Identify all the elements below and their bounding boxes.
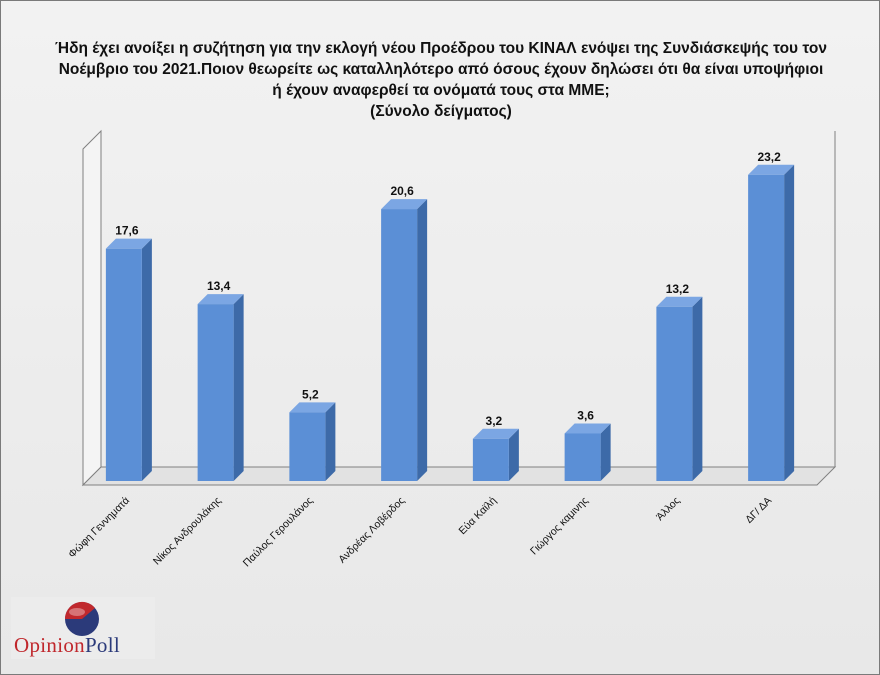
logo-word-poll: Poll [84,633,120,657]
x-tick-label: Εύα Καϊλή [456,495,499,538]
bar-top [656,296,703,307]
data-label: 20,6 [390,184,414,198]
bar [472,438,509,481]
logo-word-opinion: Opinion [14,633,85,657]
bar-top [381,199,428,210]
chart-title-line-2: Νοέμβριο του 2021.Ποιον θεωρείτε ως κατα… [58,61,824,78]
bar [564,433,601,481]
logo-wordmark: OpinionPoll [14,633,120,658]
bar-top [564,423,611,434]
data-label: 5,2 [302,387,319,401]
bar-side [508,428,519,481]
data-label: 13,4 [207,279,231,293]
x-tick-label: Γιώργος καμινης [528,495,591,558]
x-tick-label: Νίκος Ανδρουλάκης [151,495,224,568]
bar-side [784,164,795,481]
x-tick-label: Φώφη Γεννηματά [66,495,132,561]
bar [748,174,785,481]
opinion-poll-logo: OpinionPoll [11,597,155,659]
chart-title-line-1: Ήδη έχει ανοίξει η συζήτηση για την εκλο… [55,40,827,57]
bar-top [197,294,244,305]
x-tick-label: Άλλος [654,495,682,523]
bar-side [417,199,428,481]
bar [105,248,142,481]
x-tick-label: ΔΓ/ ΔΑ [743,495,774,526]
bar [197,304,234,481]
bar [656,306,693,481]
chart-left-wall [82,129,102,487]
bar-side [600,423,611,481]
bar-side [325,402,336,481]
chart-subtitle: (Σύνολο δείγματος) [370,103,512,120]
data-label: 23,2 [757,150,781,164]
bar-chart: 17,6 Φώφη Γεννηματά 13,4 Νίκος Ανδρουλάκης 5… [66,129,837,570]
chart-floor [81,466,837,486]
bar-side [233,294,244,481]
bar-top [472,428,519,439]
chart-title-line-3: ή έχουν αναφερθεί τα ονόματά τους στα ΜΜ… [272,82,610,99]
bar-side [692,296,703,481]
data-label: 17,6 [115,224,139,238]
data-label: 3,2 [486,414,503,428]
logo-pie-icon [64,601,99,636]
bar-side [141,238,152,481]
x-tick-label: Παύλος Γερουλάνος [241,495,316,570]
bar [381,209,418,481]
bar-top [289,402,336,413]
bar [289,412,326,481]
data-label: 13,2 [666,282,690,296]
data-label: 3,6 [577,408,594,422]
x-tick-label: Ανδρέας Λοβέρδος [336,495,407,566]
bar-top [748,164,795,175]
bar-top [105,238,152,249]
